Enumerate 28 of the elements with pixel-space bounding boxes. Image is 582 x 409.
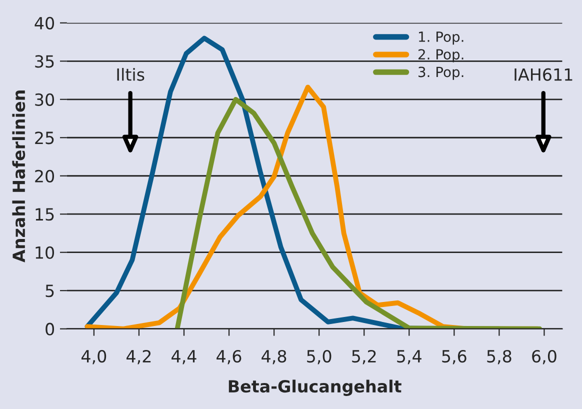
y-tick-label: 25 bbox=[35, 132, 54, 144]
x-tick-label: 4,0 bbox=[82, 350, 106, 364]
x-tick-label: 5,2 bbox=[352, 350, 376, 364]
x-tick-label: 5,0 bbox=[307, 350, 332, 364]
y-tick-label: 10 bbox=[36, 246, 54, 259]
x-tick-label: 4,4 bbox=[172, 350, 196, 364]
x-tick-label: 5,6 bbox=[442, 350, 466, 364]
y-tick-label: 30 bbox=[35, 93, 54, 106]
annotation: IAH611 bbox=[514, 68, 572, 81]
y-axis-title: Anzahl Haferlinien bbox=[12, 90, 26, 262]
x-tick-label: 4,6 bbox=[216, 350, 242, 364]
y-tick-label: 0 bbox=[46, 322, 54, 336]
y-tick-label: 15 bbox=[36, 208, 54, 221]
y-tick-label: 20 bbox=[35, 170, 54, 182]
legend-label: 1. Pop. bbox=[418, 32, 464, 45]
y-tick-label: 5 bbox=[46, 284, 54, 298]
x-tick-label: 4,8 bbox=[262, 350, 286, 364]
y-tick-label: 35 bbox=[35, 55, 54, 68]
legend-label: 3. Pop. bbox=[418, 66, 464, 80]
legend-label: 2. Pop. bbox=[418, 49, 464, 62]
x-tick-label: 6,0 bbox=[532, 350, 556, 364]
annotation: Iltis bbox=[117, 68, 144, 81]
line-series bbox=[174, 96, 542, 329]
x-tick-label: 4,2 bbox=[126, 350, 151, 364]
y-tick-label: 40 bbox=[34, 16, 54, 30]
x-tick-label: 5,8 bbox=[487, 350, 512, 364]
x-axis-title: Beta-Glucangehalt bbox=[228, 380, 402, 396]
x-tick-label: 5,4 bbox=[397, 350, 422, 364]
